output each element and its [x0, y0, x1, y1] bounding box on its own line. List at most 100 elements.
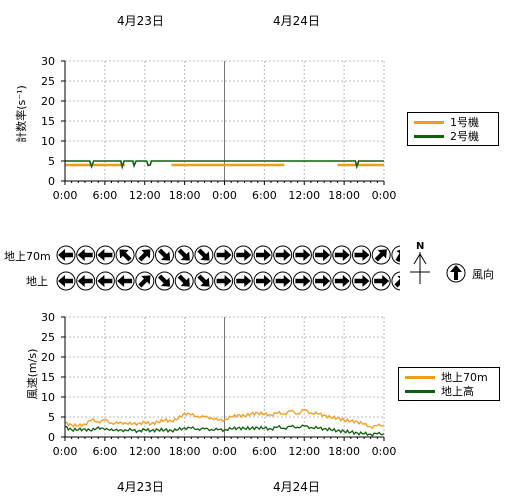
c2-xtick-label-3: 18:00	[169, 445, 201, 458]
wind-arrow-shape	[236, 275, 252, 287]
wind-arrow-shape	[354, 249, 370, 261]
wind-arrow-shape	[177, 248, 190, 261]
wind-arrow-icon	[194, 271, 214, 291]
wind-arrow-shape	[275, 275, 291, 287]
wind-arrow-icon	[391, 271, 400, 291]
wind-arrow-icon	[332, 271, 352, 291]
c2-xtick-label-5: 6:00	[252, 445, 277, 458]
c1-xtick-label-4: 0:00	[212, 189, 237, 202]
c2-ytick-label-6: 30	[41, 311, 55, 324]
wind-arrow-shape	[117, 275, 133, 287]
wind-direction-legend-icon	[446, 263, 466, 283]
c2-xtick-label-1: 6:00	[93, 445, 118, 458]
c2-xtick-label-0: 0:00	[53, 445, 78, 458]
c2-series-1-line	[64, 424, 385, 437]
wind-arrow-shape	[157, 248, 171, 261]
legend-label-70m: 地上70m	[441, 371, 488, 384]
wind-arrow-shape	[374, 275, 390, 287]
wind-arrow-icon	[95, 245, 115, 265]
c2-series-0-line	[64, 408, 385, 430]
wind-arrow-shape	[295, 275, 311, 287]
wind-speed-chart: 0 5 10 15 20 25 30 0:00 6:00 12:00 18:00 0:00 6:00 12…	[41, 311, 396, 458]
legend-label-unit1: 1号機	[450, 116, 479, 129]
wind-arrow-icon	[352, 271, 371, 291]
wind-arrow-shape	[97, 275, 113, 287]
count-rate-series	[65, 160, 384, 171]
wind-arrow-shape	[138, 275, 151, 288]
wind-arrow-shape	[216, 275, 232, 287]
wind-arrow-shape	[256, 249, 271, 261]
wind-arrow-icon	[312, 271, 332, 291]
wind-arrow-shape	[138, 249, 151, 262]
wind-arrow-icon	[95, 271, 115, 291]
wind-arrow-shape	[197, 248, 210, 261]
c2-ytick-label-1: 5	[48, 411, 55, 424]
wind-arrow-icon	[214, 271, 234, 291]
c2-ytick-label-3: 15	[41, 371, 55, 384]
wind-arrow-icon	[273, 271, 293, 291]
count-rate-ylabel: 計数率(s⁻¹)	[15, 85, 28, 143]
wind-arrow-icon	[312, 245, 332, 265]
wind-arrow-shape	[315, 275, 331, 287]
wind-arrow-icon	[115, 245, 135, 265]
wind-arrow-icon	[233, 271, 253, 291]
wind-arrow-shape	[354, 275, 370, 287]
c1-xtick-label-1: 6:00	[93, 189, 118, 202]
wind-arrow-icon	[332, 245, 352, 265]
c2-xtick-label-8: 0:00	[372, 445, 397, 458]
c1-xtick-label-8: 0:00	[372, 189, 397, 202]
count-rate-grid	[64, 60, 385, 182]
wind-speed-series	[64, 408, 385, 437]
c1-series-1-line	[65, 160, 384, 171]
wind-arrow-shape	[295, 249, 311, 261]
legend-swatch-unit1	[414, 120, 444, 124]
c2-ytick-label-2: 10	[41, 391, 55, 404]
legend-label-ground: 地上高	[441, 385, 474, 398]
c1-xtick-label-5: 6:00	[252, 189, 277, 202]
wind-speed-ylabel: 風速(m/s)	[26, 348, 39, 400]
c2-ytick-label-5: 25	[41, 331, 55, 344]
wind-arrow-icon	[155, 245, 174, 265]
north-indicator-icon: N	[410, 241, 430, 284]
legend-item-70m: 地上70m	[405, 370, 488, 384]
wind-arrow-shape	[77, 249, 93, 261]
wind-arrow-shape	[334, 275, 350, 287]
wind-arrow-icon	[273, 245, 293, 265]
wind-arrow-shape	[216, 249, 232, 261]
wind-arrow-icon	[292, 245, 312, 265]
c1-ytick-label-4: 20	[41, 95, 55, 108]
wind-arrow-shape	[177, 274, 190, 287]
wind-arrow-shape	[97, 249, 113, 261]
c1-ytick-label-5: 25	[41, 75, 55, 88]
wind-arrow-icon	[155, 271, 174, 291]
c2-ytick-label-4: 20	[41, 351, 55, 364]
date-label-bottom-day1: 4月23日	[117, 480, 164, 494]
c1-ytick-label-6: 30	[41, 55, 55, 68]
wind-arrow-shape	[395, 248, 400, 263]
wind-arrow-icon	[253, 245, 273, 265]
legend-swatch-ground	[405, 389, 435, 393]
count-rate-legend: 1号機 2号機	[407, 112, 499, 146]
wind-arrow-icon	[174, 271, 194, 291]
wind-arrow-shape	[58, 249, 73, 261]
north-label: N	[416, 241, 424, 252]
count-rate-chart: 0 5 10 15 20 25 30 0:00 6:00 12:00 18:00 0:00 6:00 12…	[41, 55, 397, 202]
wind-arrow-icon	[135, 271, 155, 291]
wind-arrow-icon	[391, 245, 400, 265]
wind-arrow-shape	[256, 275, 271, 287]
wind-speed-legend: 地上70m 地上高	[398, 367, 500, 401]
wind-arrow-shape	[58, 275, 73, 287]
c2-xtick-label-2: 12:00	[129, 445, 161, 458]
wind-arrow-icon	[135, 245, 155, 265]
wind-arrow-shape	[197, 274, 210, 287]
wind-dir-row-label-70m: 地上70m	[4, 250, 51, 263]
wind-arrow-icon	[371, 271, 391, 291]
c2-xtick-label-7: 18:00	[328, 445, 360, 458]
c1-ytick-label-2: 10	[41, 135, 55, 148]
date-label-top-day1: 4月23日	[117, 14, 164, 28]
date-label-top-day2: 4月24日	[273, 14, 320, 28]
wind-arrow-icon	[371, 245, 391, 265]
wind-arrow-shape	[334, 249, 350, 261]
wind-speed-axes: 0 5 10 15 20 25 30 0:00 6:00 12:00 18:00 0:00 6:00 12…	[41, 311, 396, 458]
wind-direction-legend-label: 風向	[472, 268, 494, 281]
